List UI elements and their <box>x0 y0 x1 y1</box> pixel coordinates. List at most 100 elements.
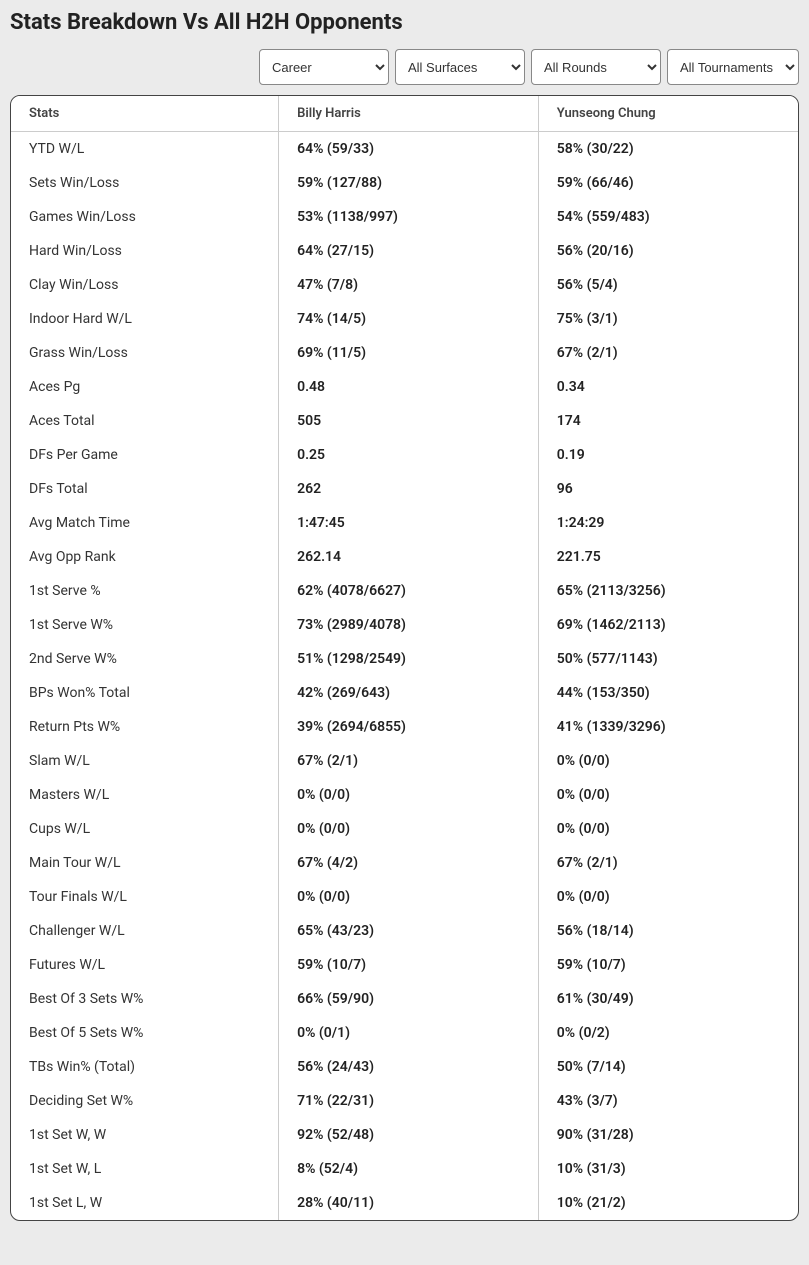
table-row: Futures W/L59% (10/7)59% (10/7) <box>11 948 798 982</box>
player2-value: 0% (0/0) <box>538 812 798 846</box>
player2-value: 50% (7/14) <box>538 1050 798 1084</box>
table-row: Indoor Hard W/L74% (14/5)75% (3/1) <box>11 302 798 336</box>
stat-name: TBs Win% (Total) <box>11 1050 279 1084</box>
col-player1: Billy Harris <box>279 96 539 132</box>
stat-name: 1st Serve W% <box>11 608 279 642</box>
table-row: Masters W/L0% (0/0)0% (0/0) <box>11 778 798 812</box>
table-row: Tour Finals W/L0% (0/0)0% (0/0) <box>11 880 798 914</box>
table-row: Aces Pg0.480.34 <box>11 370 798 404</box>
stat-name: YTD W/L <box>11 132 279 167</box>
player1-value: 0.25 <box>279 438 539 472</box>
table-row: YTD W/L64% (59/33)58% (30/22) <box>11 132 798 167</box>
stat-name: 1st Set W, L <box>11 1152 279 1186</box>
table-row: Return Pts W%39% (2694/6855)41% (1339/32… <box>11 710 798 744</box>
player1-value: 59% (127/88) <box>279 166 539 200</box>
table-row: Grass Win/Loss69% (11/5)67% (2/1) <box>11 336 798 370</box>
player2-value: 54% (559/483) <box>538 200 798 234</box>
col-stats: Stats <box>11 96 279 132</box>
table-row: BPs Won% Total42% (269/643)44% (153/350) <box>11 676 798 710</box>
stat-name: Cups W/L <box>11 812 279 846</box>
player2-value: 0% (0/2) <box>538 1016 798 1050</box>
player2-value: 0% (0/0) <box>538 744 798 778</box>
player2-value: 0.19 <box>538 438 798 472</box>
stat-name: Clay Win/Loss <box>11 268 279 302</box>
player2-value: 56% (18/14) <box>538 914 798 948</box>
player1-value: 8% (52/4) <box>279 1152 539 1186</box>
stat-name: 1st Set L, W <box>11 1186 279 1220</box>
stat-name: DFs Per Game <box>11 438 279 472</box>
table-row: 1st Set W, W92% (52/48)90% (31/28) <box>11 1118 798 1152</box>
stat-name: Aces Total <box>11 404 279 438</box>
tournament-select[interactable]: All Tournaments <box>667 49 799 85</box>
player2-value: 50% (577/1143) <box>538 642 798 676</box>
player2-value: 44% (153/350) <box>538 676 798 710</box>
stat-name: Slam W/L <box>11 744 279 778</box>
table-row: Clay Win/Loss47% (7/8)56% (5/4) <box>11 268 798 302</box>
table-row: TBs Win% (Total)56% (24/43)50% (7/14) <box>11 1050 798 1084</box>
col-player2: Yunseong Chung <box>538 96 798 132</box>
table-row: Best Of 3 Sets W%66% (59/90)61% (30/49) <box>11 982 798 1016</box>
page-title: Stats Breakdown Vs All H2H Opponents <box>10 10 799 35</box>
table-row: Best Of 5 Sets W%0% (0/1)0% (0/2) <box>11 1016 798 1050</box>
table-row: Sets Win/Loss59% (127/88)59% (66/46) <box>11 166 798 200</box>
player2-value: 96 <box>538 472 798 506</box>
player1-value: 262.14 <box>279 540 539 574</box>
table-row: 1st Set W, L8% (52/4)10% (31/3) <box>11 1152 798 1186</box>
player1-value: 69% (11/5) <box>279 336 539 370</box>
stat-name: BPs Won% Total <box>11 676 279 710</box>
player2-value: 61% (30/49) <box>538 982 798 1016</box>
table-row: 1st Serve W%73% (2989/4078)69% (1462/211… <box>11 608 798 642</box>
player1-value: 71% (22/31) <box>279 1084 539 1118</box>
player2-value: 0% (0/0) <box>538 880 798 914</box>
player2-value: 56% (5/4) <box>538 268 798 302</box>
stat-name: Grass Win/Loss <box>11 336 279 370</box>
table-row: Avg Match Time1:47:451:24:29 <box>11 506 798 540</box>
table-row: Main Tour W/L67% (4/2)67% (2/1) <box>11 846 798 880</box>
period-select[interactable]: Career <box>259 49 389 85</box>
player1-value: 73% (2989/4078) <box>279 608 539 642</box>
player1-value: 56% (24/43) <box>279 1050 539 1084</box>
stat-name: Deciding Set W% <box>11 1084 279 1118</box>
table-row: Cups W/L0% (0/0)0% (0/0) <box>11 812 798 846</box>
player2-value: 65% (2113/3256) <box>538 574 798 608</box>
table-row: 2nd Serve W%51% (1298/2549)50% (577/1143… <box>11 642 798 676</box>
player1-value: 64% (59/33) <box>279 132 539 167</box>
stat-name: Challenger W/L <box>11 914 279 948</box>
player1-value: 28% (40/11) <box>279 1186 539 1220</box>
surface-select[interactable]: All Surfaces <box>395 49 525 85</box>
table-header-row: Stats Billy Harris Yunseong Chung <box>11 96 798 132</box>
stat-name: DFs Total <box>11 472 279 506</box>
stat-name: 1st Serve % <box>11 574 279 608</box>
player1-value: 62% (4078/6627) <box>279 574 539 608</box>
table-row: DFs Per Game0.250.19 <box>11 438 798 472</box>
stat-name: Best Of 5 Sets W% <box>11 1016 279 1050</box>
player1-value: 0.48 <box>279 370 539 404</box>
player1-value: 505 <box>279 404 539 438</box>
player2-value: 67% (2/1) <box>538 846 798 880</box>
stat-name: Main Tour W/L <box>11 846 279 880</box>
player2-value: 221.75 <box>538 540 798 574</box>
table-row: Aces Total505174 <box>11 404 798 438</box>
player1-value: 0% (0/1) <box>279 1016 539 1050</box>
player2-value: 43% (3/7) <box>538 1084 798 1118</box>
player2-value: 58% (30/22) <box>538 132 798 167</box>
round-select[interactable]: All Rounds <box>531 49 661 85</box>
table-row: Deciding Set W%71% (22/31)43% (3/7) <box>11 1084 798 1118</box>
player1-value: 65% (43/23) <box>279 914 539 948</box>
player1-value: 92% (52/48) <box>279 1118 539 1152</box>
player1-value: 64% (27/15) <box>279 234 539 268</box>
stats-card: Stats Billy Harris Yunseong Chung YTD W/… <box>10 95 799 1221</box>
stat-name: Best Of 3 Sets W% <box>11 982 279 1016</box>
player2-value: 174 <box>538 404 798 438</box>
player2-value: 90% (31/28) <box>538 1118 798 1152</box>
table-row: Games Win/Loss53% (1138/997)54% (559/483… <box>11 200 798 234</box>
player1-value: 0% (0/0) <box>279 778 539 812</box>
player1-value: 66% (59/90) <box>279 982 539 1016</box>
player2-value: 10% (21/2) <box>538 1186 798 1220</box>
player2-value: 67% (2/1) <box>538 336 798 370</box>
table-row: Slam W/L67% (2/1)0% (0/0) <box>11 744 798 778</box>
player1-value: 0% (0/0) <box>279 812 539 846</box>
stat-name: Games Win/Loss <box>11 200 279 234</box>
player1-value: 59% (10/7) <box>279 948 539 982</box>
stat-name: 1st Set W, W <box>11 1118 279 1152</box>
